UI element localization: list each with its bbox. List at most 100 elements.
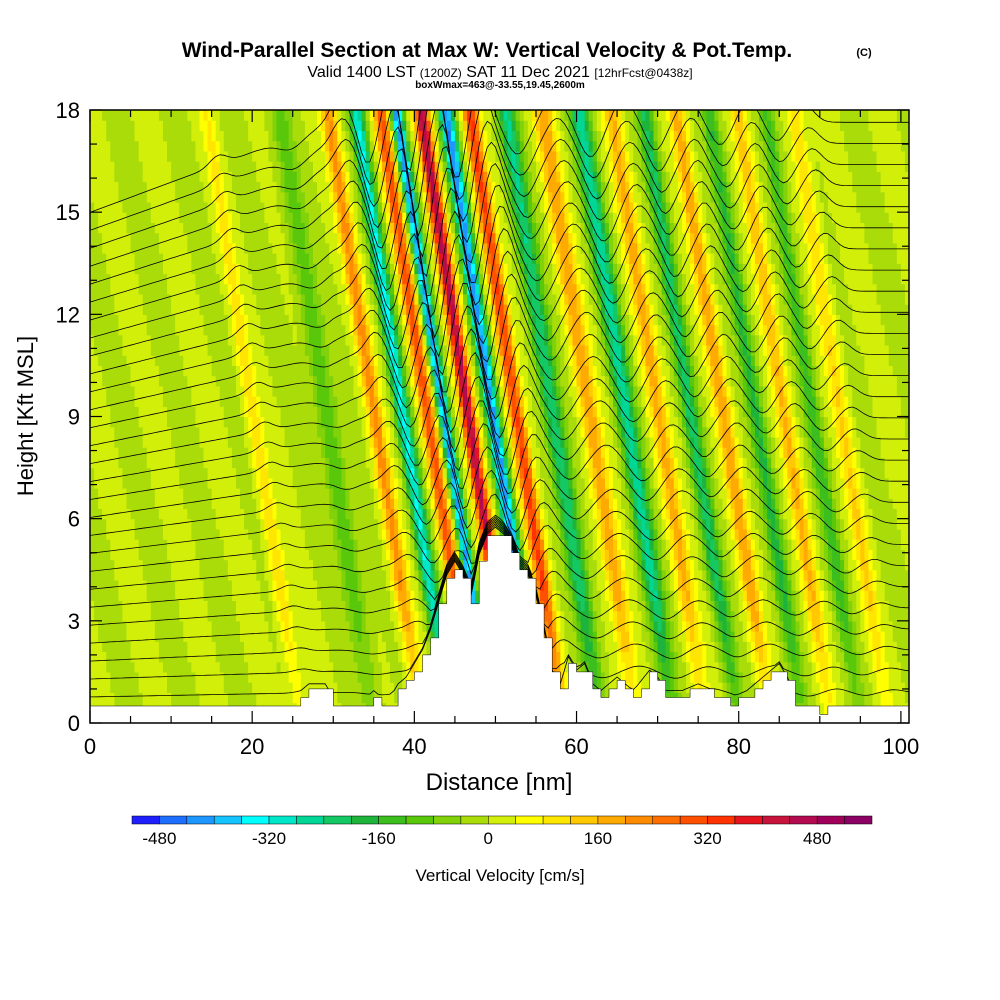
velocity-cell (215, 273, 221, 387)
velocity-cell (390, 161, 395, 172)
velocity-cell (398, 436, 403, 448)
velocity-cell (779, 426, 784, 448)
velocity-cell (523, 232, 529, 244)
velocity-cell (588, 610, 594, 642)
velocity-cell (406, 242, 411, 254)
velocity-cell (767, 365, 772, 387)
velocity-cell (438, 549, 444, 561)
velocity-cell (479, 324, 484, 336)
velocity-cell (438, 171, 444, 183)
velocity-cell (398, 161, 403, 172)
velocity-cell (694, 222, 699, 264)
velocity-cell (434, 549, 440, 561)
velocity-cell (499, 191, 505, 244)
velocity-cell (434, 416, 440, 428)
velocity-cell (406, 161, 411, 172)
velocity-cell (787, 569, 793, 581)
velocity-cell (848, 416, 853, 438)
velocity-cell (771, 110, 776, 121)
velocity-cell (827, 488, 833, 499)
velocity-cell (596, 171, 602, 183)
velocity-cell (463, 365, 468, 377)
velocity-cell (475, 140, 480, 152)
velocity-cell (527, 549, 533, 561)
velocity-cell (308, 273, 314, 346)
x-tick-label: 100 (883, 734, 920, 759)
velocity-cell (430, 426, 436, 438)
colorbar-swatch (159, 815, 188, 825)
velocity-cell (402, 375, 407, 387)
velocity-cell (540, 140, 545, 152)
velocity-cell (475, 212, 480, 223)
velocity-cell (487, 467, 492, 479)
velocity-cell (730, 120, 736, 142)
velocity-cell (564, 590, 570, 642)
velocity-cell (580, 283, 586, 305)
velocity-cell (438, 436, 444, 448)
velocity-cell (377, 631, 383, 663)
velocity-cell (584, 242, 590, 275)
velocity-cell (714, 344, 720, 397)
velocity-cell (592, 273, 598, 285)
velocity-cell (317, 201, 322, 295)
velocity-cell (787, 212, 793, 234)
velocity-cell (288, 682, 294, 723)
velocity-cell (365, 304, 371, 315)
velocity-cell (515, 385, 521, 397)
velocity-cell (726, 253, 732, 275)
velocity-cell (191, 539, 197, 673)
velocity-cell (369, 263, 375, 275)
velocity-cell (361, 201, 367, 213)
velocity-cell (738, 477, 744, 489)
velocity-cell (690, 436, 695, 448)
velocity-cell (771, 559, 776, 571)
velocity-cell (503, 457, 509, 469)
velocity-cell (823, 477, 829, 530)
velocity-cell (564, 641, 570, 673)
velocity-cell (742, 590, 748, 601)
velocity-cell (531, 161, 537, 203)
velocity-cell (458, 355, 464, 377)
velocity-cell (276, 140, 282, 162)
velocity-cell (402, 140, 407, 152)
velocity-cell (641, 569, 647, 581)
velocity-cell (767, 457, 772, 469)
velocity-cell (475, 130, 480, 142)
velocity-cell (349, 201, 355, 213)
velocity-cell (503, 263, 509, 285)
velocity-cell (649, 457, 655, 489)
velocity-cell (669, 477, 675, 520)
velocity-cell (483, 406, 488, 418)
velocity-cell (827, 436, 833, 469)
velocity-cell (698, 457, 703, 489)
velocity-cell (637, 242, 642, 254)
velocity-cell (495, 110, 501, 121)
velocity-cell (467, 559, 472, 571)
velocity-cell (406, 651, 411, 663)
velocity-cell (714, 539, 720, 550)
velocity-cell (604, 498, 610, 550)
velocity-cell (426, 283, 432, 295)
velocity-cell (349, 120, 355, 132)
velocity-cell (511, 488, 517, 499)
velocity-cell (617, 426, 622, 438)
velocity-cell (535, 488, 541, 499)
velocity-cell (256, 488, 261, 520)
velocity-cell (600, 222, 606, 234)
velocity-cell (438, 488, 444, 510)
velocity-cell (681, 212, 687, 234)
velocity-cell (414, 396, 420, 407)
x-axis-label: Distance [nm] (426, 769, 573, 796)
velocity-cell (827, 355, 833, 377)
velocity-cell (381, 498, 387, 510)
velocity-cell (507, 120, 513, 142)
velocity-cell (507, 406, 513, 418)
velocity-cell (349, 304, 355, 315)
velocity-cell (710, 304, 715, 326)
velocity-cell (223, 559, 229, 693)
velocity-cell (856, 212, 861, 346)
velocity-cell (394, 304, 399, 315)
velocity-cell (414, 518, 420, 530)
velocity-cell (430, 549, 436, 561)
velocity-cell (94, 212, 99, 356)
